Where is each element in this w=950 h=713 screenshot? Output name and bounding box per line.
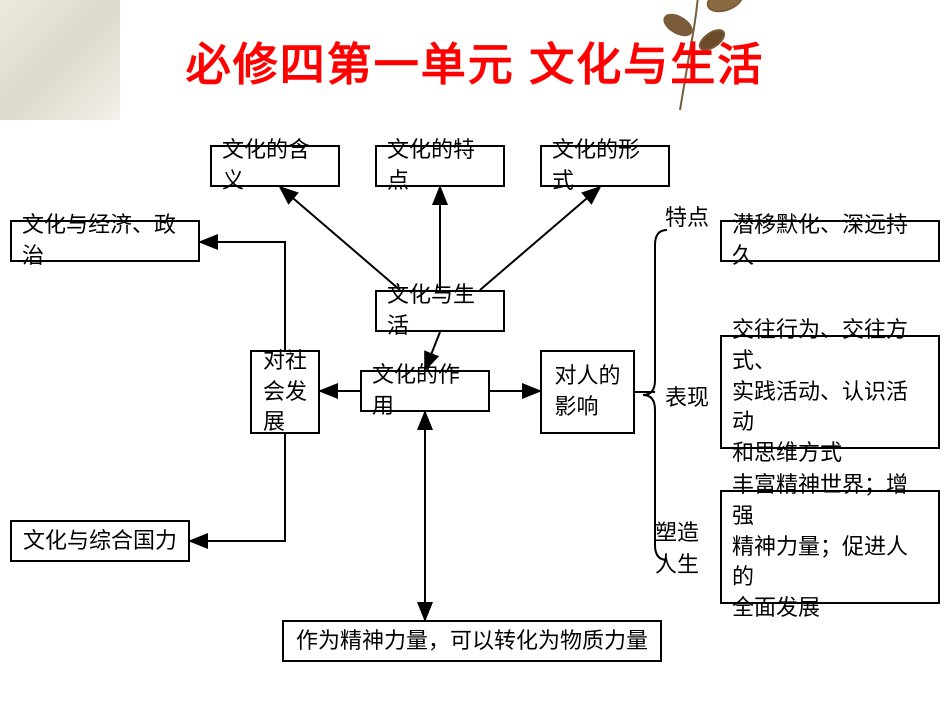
edge [280, 187, 400, 290]
label-express: 表现 [665, 380, 709, 412]
edge [480, 187, 600, 290]
node-power: 文化与综合国力 [10, 520, 190, 562]
node-life: 文化与生活 [375, 290, 505, 332]
node-form: 文化的形式 [540, 145, 670, 187]
label-shape: 塑造 人生 [655, 515, 699, 579]
node-shape: 丰富精神世界；增强 精神力量；促进人的 全面发展 [720, 490, 940, 604]
edge [190, 434, 285, 541]
edge [200, 242, 285, 350]
node-social: 对社 会发 展 [250, 350, 320, 434]
header: 必修四第一单元 文化与生活 [0, 0, 950, 120]
concept-map: 文化的含义文化的特点文化的形式文化与生活文化的作用对社 会发 展对人的 影响文化… [0, 120, 950, 713]
node-spirit: 作为精神力量，可以转化为物质力量 [282, 620, 662, 662]
brace [643, 230, 667, 560]
node-meaning: 文化的含义 [210, 145, 340, 187]
page-title: 必修四第一单元 文化与生活 [186, 28, 765, 93]
node-feature: 文化的特点 [375, 145, 505, 187]
header-texture-left [0, 0, 120, 120]
node-char: 潜移默化、深远持久 [720, 220, 940, 262]
node-express: 交往行为、交往方式、 实践活动、认识活动 和思维方式 [720, 335, 940, 449]
label-char: 特点 [665, 200, 709, 232]
node-role: 文化的作用 [360, 370, 490, 412]
node-econpol: 文化与经济、政治 [10, 220, 200, 262]
node-person: 对人的 影响 [540, 350, 635, 434]
